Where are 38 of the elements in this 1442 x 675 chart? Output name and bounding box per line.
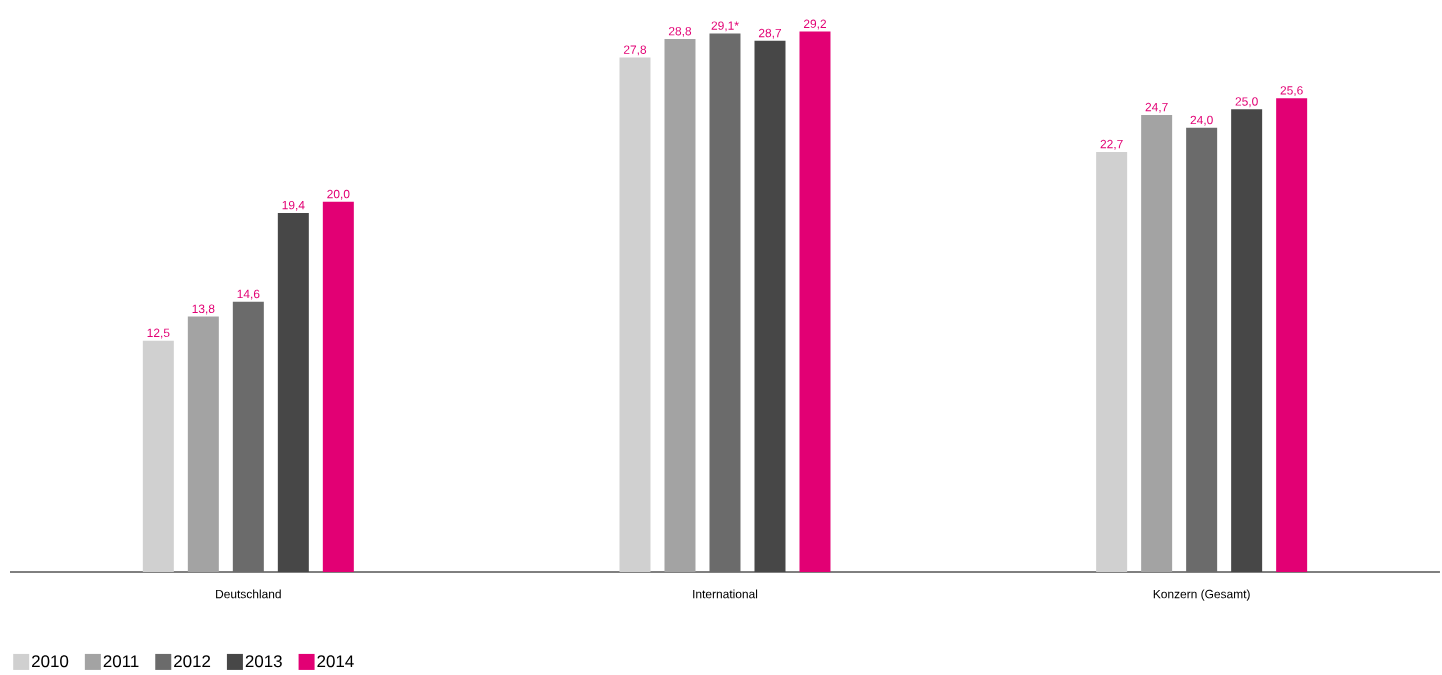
legend-label: 2014 [317,655,354,668]
bar [619,57,651,572]
data-label: 24,0 [1190,115,1213,126]
data-label: 25,6 [1280,86,1303,97]
data-label: 29,1* [711,21,739,32]
x-tick-label: Deutschland [216,589,281,599]
bar [1276,98,1308,572]
bar [322,201,354,572]
legend-label: 2013 [245,655,282,668]
x-tick-label: Konzern (Gesamt) [1153,589,1250,601]
bar [142,340,174,572]
legend-label: 2012 [174,655,211,668]
bar [187,316,219,572]
bar [1231,109,1263,572]
data-label: 19,4 [282,200,305,211]
bar [664,39,696,572]
legend-label: 2010 [32,655,69,668]
bar [754,40,786,572]
legend-label: 2011 [103,655,139,668]
data-label: 14,6 [237,289,260,300]
data-label: 20,0 [327,189,350,200]
data-label: 13,8 [192,304,215,315]
bar [709,33,741,572]
data-label: 27,8 [623,45,647,56]
data-label: 28,8 [668,26,692,37]
bar [799,31,831,572]
data-label: 25,0 [1235,97,1258,108]
x-tick-label: International [693,589,758,599]
bar [1096,151,1128,572]
bar [1186,127,1218,572]
bar [232,301,264,572]
data-label: 24,7 [1145,102,1168,113]
data-label: 12,5 [147,328,170,339]
bar [1141,114,1173,572]
bar [277,212,309,572]
data-label: 29,2 [803,19,827,30]
data-label: 22,7 [1100,139,1123,150]
data-label: 28,7 [758,28,782,39]
